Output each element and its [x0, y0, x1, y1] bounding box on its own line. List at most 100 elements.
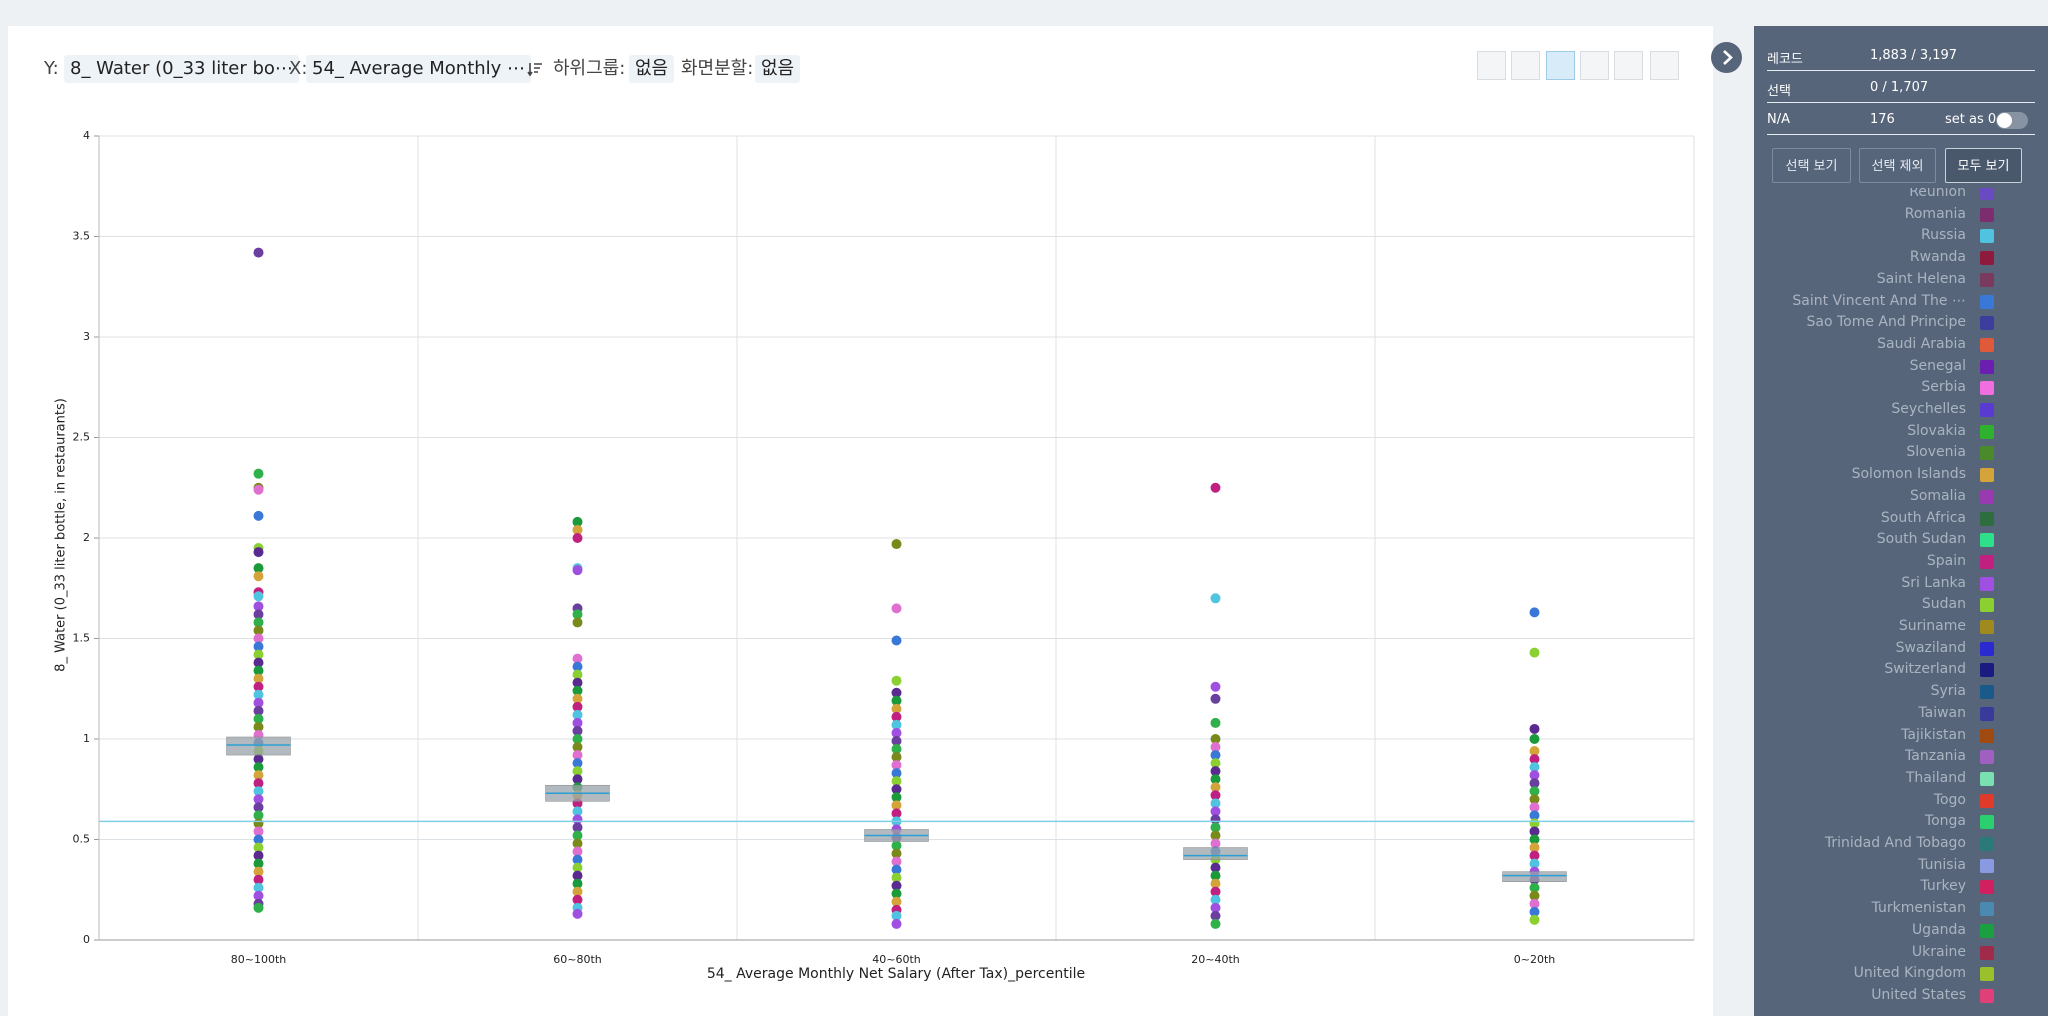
show-all-button[interactable]: 모두 보기 [1945, 148, 2022, 183]
data-point [1210, 766, 1221, 777]
data-point [253, 842, 264, 853]
legend-item[interactable]: United Kingdom [1754, 963, 2048, 985]
split-select[interactable]: 없음 [755, 55, 801, 83]
sort-button[interactable] [527, 61, 543, 77]
stat-row: N/A 176 set as 0 [1767, 106, 2035, 135]
data-point [891, 848, 902, 859]
data-point [1210, 717, 1221, 728]
legend-item[interactable]: Russia [1754, 225, 2048, 247]
data-point [891, 808, 902, 819]
chart-type-button[interactable] [1650, 51, 1679, 80]
legend-item[interactable]: South Africa [1754, 508, 2048, 530]
legend-label: Serbia [1921, 379, 1966, 396]
x-axis-title: 54_ Average Monthly Net Salary (After Ta… [707, 966, 1085, 982]
legend-item[interactable]: Reunion [1754, 188, 2048, 204]
data-point [891, 856, 902, 867]
data-point [253, 617, 264, 628]
data-point [253, 681, 264, 692]
legend-item[interactable]: Spain [1754, 551, 2048, 573]
data-point [253, 866, 264, 877]
legend-label: Solomon Islands [1851, 466, 1966, 483]
legend-swatch [1980, 663, 1994, 678]
y-field-select[interactable]: 8_ Water (0_33 liter bo⋯ [64, 55, 299, 83]
data-point [572, 742, 583, 753]
legend-item[interactable]: Saint Helena [1754, 269, 2048, 291]
legend-item[interactable]: Turkey [1754, 876, 2048, 898]
legend-item[interactable]: Thailand [1754, 768, 2048, 790]
subgroup-select[interactable]: 없음 [629, 55, 675, 83]
chart: 8_ Water (0_33 liter bottle, in restaura… [54, 129, 1695, 982]
legend-item[interactable]: Senegal [1754, 356, 2048, 378]
y-tick-label: 2 [83, 531, 90, 544]
legend-item[interactable]: Tajikistan [1754, 725, 2048, 747]
legend-item[interactable]: Tonga [1754, 811, 2048, 833]
legend-item[interactable]: Taiwan [1754, 703, 2048, 725]
legend-label: Saudi Arabia [1877, 335, 1966, 352]
legend-item[interactable]: Switzerland [1754, 659, 2048, 681]
legend-item[interactable]: Swaziland [1754, 638, 2048, 660]
data-point [1529, 834, 1540, 845]
legend-item[interactable]: Serbia [1754, 377, 2048, 399]
data-point [572, 870, 583, 881]
data-point [253, 786, 264, 797]
legend-label: Trinidad And Tobago [1824, 835, 1966, 851]
legend-item[interactable]: Saint Vincent And The ⋯ [1754, 291, 2048, 313]
stat-label: N/A [1767, 112, 1790, 127]
legend-swatch [1980, 815, 1994, 830]
legend-item[interactable]: South Sudan [1754, 529, 2048, 551]
data-point [253, 468, 264, 479]
legend-item[interactable]: Somalia [1754, 486, 2048, 508]
data-point [1210, 862, 1221, 873]
x-tick-label: 20~40th [1191, 953, 1240, 966]
legend-item[interactable]: Togo [1754, 790, 2048, 812]
legend-item[interactable]: Ukraine [1754, 942, 2048, 964]
na-toggle[interactable] [1996, 112, 2028, 129]
legend-item[interactable]: Sudan [1754, 594, 2048, 616]
legend-item[interactable]: Uganda [1754, 920, 2048, 942]
collapse-button[interactable] [1711, 42, 1742, 73]
legend-item[interactable]: Turkmenistan [1754, 898, 2048, 920]
legend-swatch [1980, 207, 1994, 222]
x-field-select[interactable]: 54_ Average Monthly ⋯ [306, 55, 532, 83]
data-point [253, 794, 264, 805]
show-selection-button[interactable]: 선택 보기 [1772, 148, 1851, 183]
chart-type-button[interactable] [1546, 51, 1575, 80]
chart-type-button[interactable] [1580, 51, 1609, 80]
legend-item[interactable]: Syria [1754, 681, 2048, 703]
data-point [891, 872, 902, 883]
data-point [1529, 898, 1540, 909]
data-point [891, 687, 902, 698]
chart-type-button[interactable] [1477, 51, 1506, 80]
legend-item[interactable]: Saudi Arabia [1754, 334, 2048, 356]
data-point [891, 675, 902, 686]
legend-swatch [1980, 967, 1994, 982]
data-point [1529, 914, 1540, 925]
chart-type-button[interactable] [1614, 51, 1643, 80]
legend-item[interactable]: Tanzania [1754, 746, 2048, 768]
data-point [572, 758, 583, 769]
legend-item[interactable]: Sri Lanka [1754, 573, 2048, 595]
data-point [572, 533, 583, 543]
legend-swatch [1980, 858, 1994, 873]
exclude-selection-button[interactable]: 선택 제외 [1859, 148, 1936, 183]
legend-item[interactable]: Suriname [1754, 616, 2048, 638]
legend-item[interactable]: Slovenia [1754, 442, 2048, 464]
chart-type-button[interactable] [1511, 51, 1540, 80]
legend-item[interactable]: Sao Tome And Principe [1754, 312, 2048, 334]
legend-swatch [1980, 641, 1994, 656]
legend-item[interactable]: Tunisia [1754, 855, 2048, 877]
legend-swatch [1980, 533, 1994, 548]
legend-item[interactable]: Trinidad And Tobago [1754, 833, 2048, 855]
legend-item[interactable]: Solomon Islands [1754, 464, 2048, 486]
legend-label: Reunion [1909, 188, 1966, 200]
data-point [572, 750, 583, 761]
legend-item[interactable]: Romania [1754, 204, 2048, 226]
legend-label: Sri Lanka [1901, 574, 1966, 591]
legend-item[interactable]: Seychelles [1754, 399, 2048, 421]
data-point [1210, 830, 1221, 841]
subgroup-label: 하위그룹: [553, 58, 626, 79]
data-point [253, 601, 264, 612]
legend-item[interactable]: Slovakia [1754, 421, 2048, 443]
legend-item[interactable]: Rwanda [1754, 247, 2048, 269]
legend-item[interactable]: United States [1754, 985, 2048, 1007]
